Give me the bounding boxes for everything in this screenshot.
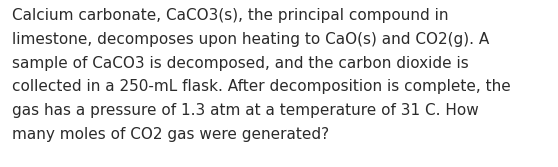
Text: Calcium carbonate, CaCO3(s), the principal compound in: Calcium carbonate, CaCO3(s), the princip… <box>12 8 449 23</box>
Text: many moles of CO2 gas were generated?: many moles of CO2 gas were generated? <box>12 127 329 142</box>
Text: gas has a pressure of 1.3 atm at a temperature of 31 C. How: gas has a pressure of 1.3 atm at a tempe… <box>12 103 479 118</box>
Text: limestone, decomposes upon heating to CaO(s) and CO2(g). A: limestone, decomposes upon heating to Ca… <box>12 32 489 47</box>
Text: collected in a 250-mL flask. After decomposition is complete, the: collected in a 250-mL flask. After decom… <box>12 79 511 94</box>
Text: sample of CaCO3 is decomposed, and the carbon dioxide is: sample of CaCO3 is decomposed, and the c… <box>12 56 469 71</box>
